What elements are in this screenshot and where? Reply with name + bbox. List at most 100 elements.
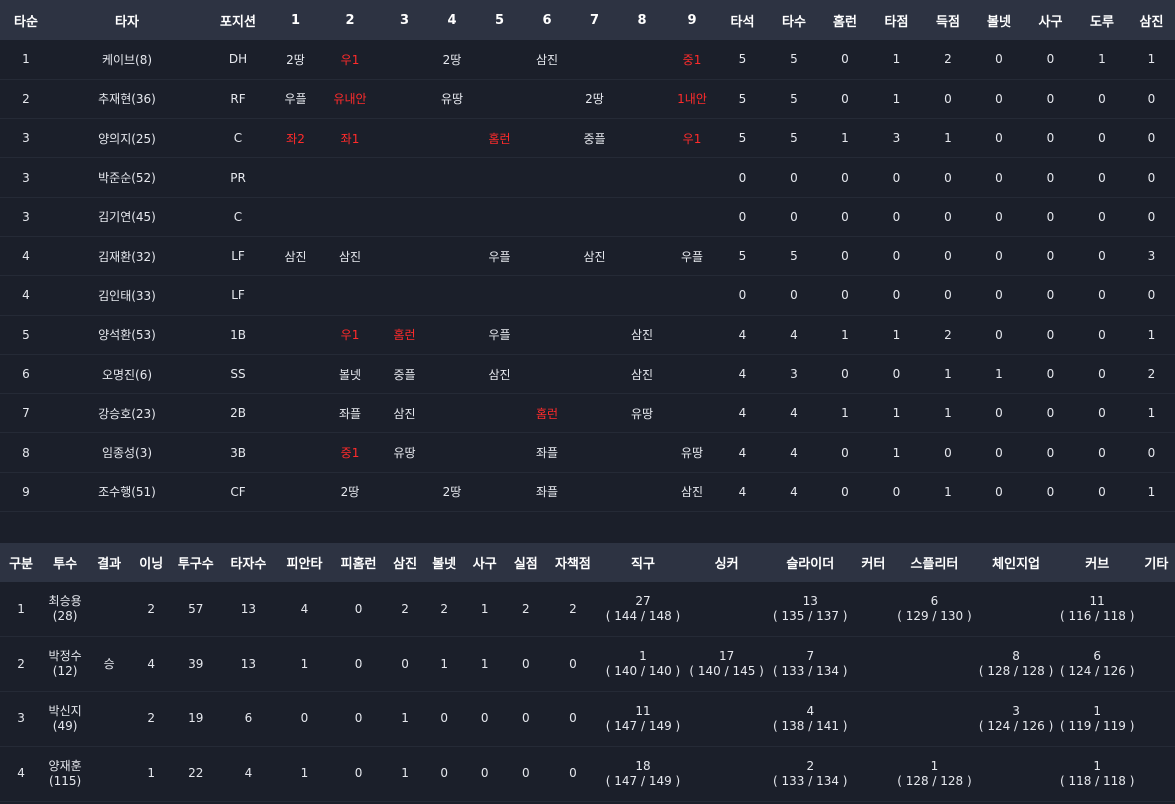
inning-result xyxy=(426,197,478,236)
section-spacer xyxy=(0,512,1175,543)
batter-name: 강승호(23) xyxy=(98,406,156,421)
batter-name: 추재현(36) xyxy=(98,92,156,107)
pitch-type-cell xyxy=(686,692,767,747)
batting-header-cell: 타자 xyxy=(115,14,139,30)
pitching-stat-er: 2 xyxy=(569,601,577,616)
pitch-count: 6 xyxy=(930,594,939,609)
pitch-type-wrap: 17( 140 / 145 ) xyxy=(689,649,763,679)
inning-result xyxy=(478,394,521,433)
inning-result xyxy=(383,158,426,197)
pitching-header-cell: 이닝 xyxy=(139,557,164,573)
batting-stat: 0 xyxy=(1147,170,1156,185)
batter-row: 3 박준순(52) PR 0 0 0 0 0 0 0 0 0 xyxy=(0,158,1175,198)
inning-result xyxy=(573,315,616,354)
batter-row: 6 오명진(6) SS 볼넷 중플 삼진 삼진 4 3 0 0 1 1 0 0 2 xyxy=(0,354,1175,394)
pitch-velocity: ( 128 / 128 ) xyxy=(897,773,972,788)
pitch-count: 1 xyxy=(1093,703,1102,718)
pitcher-row: 2 박정수 (12) 승 4 39 13 1 0 0 1 1 0 0 1( 140 / 140 ) 17( 1… xyxy=(0,637,1175,692)
batter-name: 김인태(33) xyxy=(98,288,156,303)
batting-stat: 0 xyxy=(841,209,849,224)
pitch-type-wrap: 8( 128 / 128 ) xyxy=(979,649,1053,679)
batting-stat: 0 xyxy=(1098,170,1106,185)
inning-result xyxy=(668,276,716,315)
inning-result xyxy=(426,433,478,472)
batting-stat: 0 xyxy=(892,209,901,224)
batter-name: 조수행(51) xyxy=(98,485,156,500)
inning-result xyxy=(426,119,478,158)
batting-stat: 0 xyxy=(892,484,901,499)
batting-stat: 0 xyxy=(1098,367,1106,382)
batting-stat: 0 xyxy=(944,249,952,264)
batter-position: RF xyxy=(230,91,246,106)
pitching-stat-runs: 0 xyxy=(521,656,530,671)
pitch-type-cell xyxy=(853,692,893,747)
inning-result xyxy=(521,315,573,354)
pitching-header-cell: 슬라이더 xyxy=(786,557,835,573)
inning-result: 중플 xyxy=(583,131,606,146)
batting-stat: 1 xyxy=(841,406,849,421)
inning-result xyxy=(616,119,668,158)
inning-result xyxy=(274,472,317,511)
pitch-type-wrap: 4( 138 / 141 ) xyxy=(773,704,847,734)
batting-stat: 0 xyxy=(944,209,952,224)
pitch-type-cell xyxy=(1138,746,1175,801)
batting-stat: 0 xyxy=(944,91,952,106)
batting-stat: 0 xyxy=(738,209,747,224)
pitching-body: 1 최승용 (28) 2 57 13 4 0 2 2 1 2 2 27( 144 / 148 ) 13( 1… xyxy=(0,582,1175,802)
batting-stat: 0 xyxy=(995,131,1003,146)
pitch-count: 11 xyxy=(1089,594,1105,609)
batting-stat: 3 xyxy=(1147,249,1156,264)
batting-stat: 0 xyxy=(1098,209,1106,224)
pitch-velocity: ( 124 / 126 ) xyxy=(978,718,1054,733)
batting-stat: 0 xyxy=(790,288,798,303)
batting-stat: 4 xyxy=(738,406,747,421)
pitching-stat-bb: 0 xyxy=(440,711,448,726)
inning-result xyxy=(478,433,521,472)
pitch-velocity: ( 116 / 118 ) xyxy=(1059,609,1135,624)
pitching-stat-bf: 4 xyxy=(244,766,253,781)
pitcher-index: 3 xyxy=(17,711,25,726)
batting-stat: 0 xyxy=(841,249,849,264)
pitching-header-cell: 구분 xyxy=(9,557,33,573)
pitch-velocity: ( 147 / 149 ) xyxy=(605,773,681,788)
batting-order: 8 xyxy=(22,445,30,460)
inning-result xyxy=(521,354,573,393)
inning-result xyxy=(668,315,716,354)
pitching-stat-hits: 4 xyxy=(300,601,309,616)
inning-result: 우플 xyxy=(680,249,704,264)
pitcher-number: (12) xyxy=(52,664,78,679)
batter-position: 3B xyxy=(230,445,246,460)
inning-result xyxy=(317,276,383,315)
inning-result: 중1 xyxy=(340,446,360,461)
batting-stat: 5 xyxy=(738,131,747,146)
batting-header-cell: 2 xyxy=(345,12,355,28)
batting-stat: 0 xyxy=(995,327,1003,342)
batting-header-cell: 삼진 xyxy=(1139,14,1164,30)
inning-result xyxy=(616,40,668,79)
inning-result xyxy=(668,158,716,197)
batting-stat: 0 xyxy=(841,484,849,499)
pitch-count: 1 xyxy=(639,649,647,664)
batting-stat: 4 xyxy=(790,406,798,421)
pitch-type-cell: 2( 133 / 134 ) xyxy=(767,746,853,801)
pitch-type-wrap: 11( 147 / 149 ) xyxy=(606,704,680,734)
inning-result xyxy=(573,394,616,433)
pitch-type-wrap: 2( 133 / 134 ) xyxy=(773,759,847,789)
pitching-header-cell: 자책점 xyxy=(554,557,591,573)
batting-stat: 0 xyxy=(790,209,798,224)
inning-result xyxy=(274,394,317,433)
inning-result xyxy=(274,276,317,315)
pitch-type-wrap: 7( 133 / 134 ) xyxy=(773,649,847,679)
inning-result xyxy=(478,197,521,236)
batter-name: 임종성(3) xyxy=(101,446,153,461)
batting-stat: 0 xyxy=(995,406,1003,421)
batting-order: 9 xyxy=(22,484,30,499)
batting-stat: 1 xyxy=(841,131,849,146)
pitching-stat-bf: 6 xyxy=(244,711,253,726)
batter-position: LF xyxy=(231,288,245,303)
inning-result xyxy=(573,158,616,197)
batting-stat: 0 xyxy=(944,170,952,185)
inning-result: 우1 xyxy=(682,131,702,146)
batting-header-cell: 타석 xyxy=(730,14,755,30)
batting-stat: 0 xyxy=(1046,170,1055,185)
